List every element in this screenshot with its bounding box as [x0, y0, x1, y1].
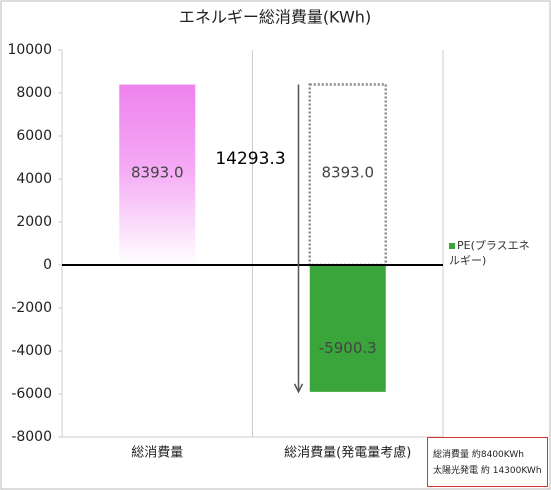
bar — [309, 265, 386, 392]
y-tick-label: 2000 — [16, 214, 52, 230]
note-line: 太陽光発電 約 14300KWh — [433, 466, 542, 476]
note: 総消費量 約8400KWh 太陽光発電 約 14300KWh — [427, 437, 548, 487]
chart-title: エネルギー総消費量(KWh) — [179, 8, 371, 27]
bar — [308, 83, 387, 267]
legend: PE(プラスエネルギー) — [449, 238, 539, 268]
y-tick-label: 6000 — [16, 128, 52, 144]
arrow-head — [293, 383, 304, 394]
y-tick-label: 10000 — [7, 42, 52, 58]
y-tick-label: -6000 — [11, 386, 52, 402]
y-tick-label: 8000 — [16, 85, 52, 101]
note-line: 総消費量 約8400KWh — [433, 450, 524, 460]
x-tick-label: 総消費量 — [131, 446, 183, 461]
legend-swatch — [449, 243, 455, 249]
y-tick-label: 4000 — [16, 171, 52, 187]
y-tick-label: -8000 — [11, 429, 52, 445]
data-label: -5900.3 — [319, 339, 377, 357]
data-label: 8393.0 — [131, 163, 184, 181]
bar — [119, 84, 196, 265]
y-tick-label: -2000 — [11, 300, 52, 316]
y-tick-label: 0 — [43, 257, 52, 273]
x-tick-label: 総消費量(発電量考慮) — [284, 446, 411, 461]
legend-label: PE(プラスエネルギー) — [449, 239, 530, 267]
difference-label: 14293.3 — [215, 149, 285, 169]
data-label: 8393.0 — [322, 163, 375, 181]
y-tick-label: -4000 — [11, 343, 52, 359]
